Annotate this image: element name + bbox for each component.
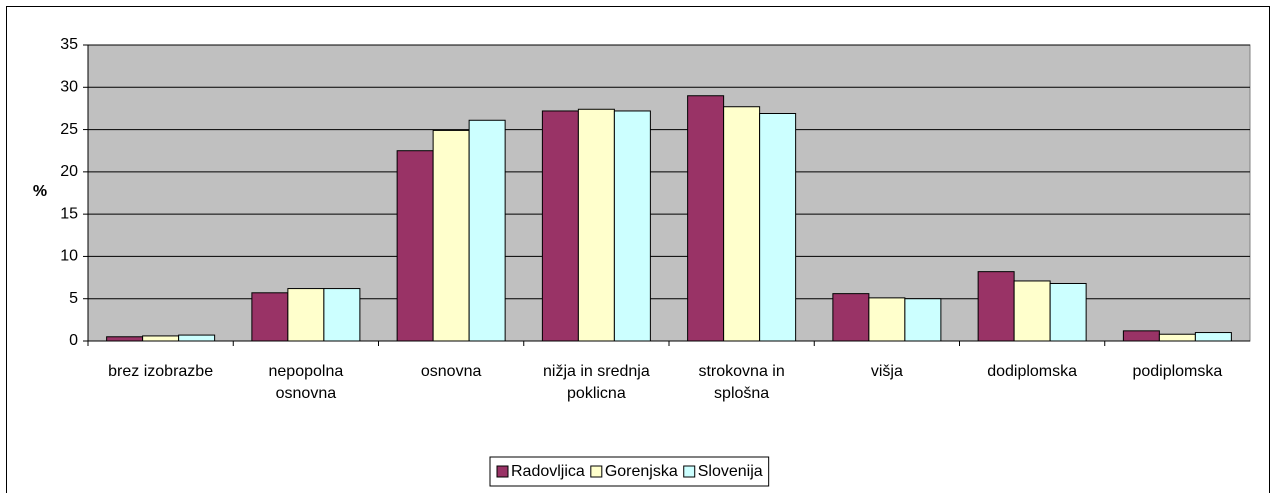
bar bbox=[1158, 333, 1196, 342]
x-tick-label: strokovna in splošna bbox=[698, 363, 785, 402]
bar bbox=[613, 110, 651, 342]
bar bbox=[723, 106, 761, 342]
bar bbox=[832, 293, 870, 342]
bar bbox=[687, 95, 725, 342]
y-tick-label: 25 bbox=[60, 121, 78, 138]
bar bbox=[1122, 330, 1160, 342]
y-tick-label: 10 bbox=[60, 248, 78, 265]
bar bbox=[1013, 280, 1051, 342]
bar bbox=[577, 108, 615, 342]
y-tick-label: 30 bbox=[60, 79, 78, 96]
legend-label: Slovenija bbox=[698, 463, 763, 480]
y-tick-label: 0 bbox=[69, 332, 78, 349]
y-axis-label: % bbox=[33, 183, 47, 200]
bar bbox=[251, 292, 289, 342]
legend-label: Radovljica bbox=[511, 463, 585, 480]
legend-swatch bbox=[683, 465, 696, 478]
y-tick-label: 5 bbox=[69, 290, 78, 307]
x-tick-label: nepopolna osnovna bbox=[268, 363, 344, 402]
y-tick-label: 15 bbox=[60, 205, 78, 222]
x-tick-label: dodiplomska bbox=[987, 363, 1078, 380]
bar bbox=[468, 119, 506, 342]
legend-swatch bbox=[590, 465, 603, 478]
x-tick-label: nižja in srednja poklicna bbox=[543, 363, 650, 402]
bar bbox=[1049, 282, 1087, 342]
bar bbox=[868, 297, 906, 342]
bar bbox=[396, 150, 434, 342]
bar bbox=[759, 113, 797, 342]
bar bbox=[977, 271, 1015, 342]
x-tick-label: podiplomska bbox=[1132, 363, 1223, 380]
x-tick-label: višja bbox=[870, 363, 903, 380]
bar bbox=[178, 334, 216, 342]
x-tick-label: osnovna bbox=[420, 363, 482, 380]
bar bbox=[323, 288, 361, 342]
bar bbox=[541, 110, 579, 342]
legend-box bbox=[489, 456, 770, 487]
y-tick-label: 20 bbox=[60, 163, 78, 180]
legend-label: Gorenjska bbox=[605, 463, 678, 480]
bar bbox=[432, 129, 470, 342]
bar bbox=[287, 288, 325, 342]
bar bbox=[1194, 332, 1232, 342]
y-tick-label: 35 bbox=[60, 36, 78, 53]
bar bbox=[904, 298, 942, 342]
bar bbox=[106, 336, 144, 342]
bar bbox=[142, 335, 180, 342]
legend-swatch bbox=[496, 465, 509, 478]
x-tick-label: brez izobrazbe bbox=[108, 363, 214, 380]
